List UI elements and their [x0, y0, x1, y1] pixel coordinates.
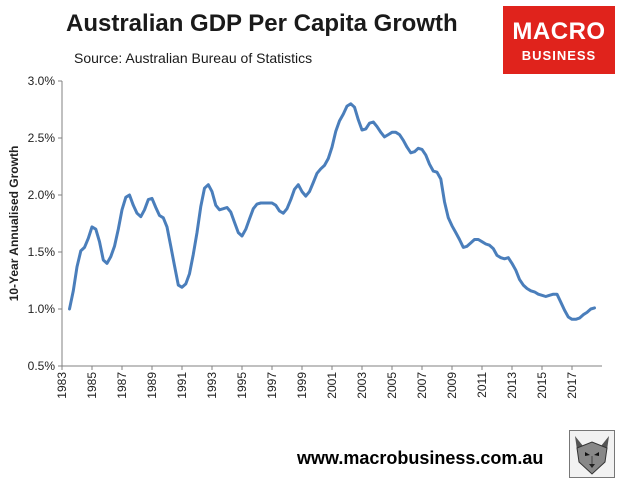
x-tick-label: 2003 — [355, 372, 369, 399]
x-tick-label: 2005 — [385, 372, 399, 399]
x-tick-label: 1985 — [85, 372, 99, 399]
wolf-logo-icon — [569, 430, 615, 478]
x-tick-label: 1997 — [265, 372, 279, 399]
x-tick-label: 1991 — [175, 372, 189, 399]
logo-line-2: BUSINESS — [521, 48, 597, 63]
y-tick-label: 2.5% — [28, 131, 56, 145]
x-tick-label: 1999 — [295, 372, 309, 399]
x-tick-label: 2013 — [505, 372, 519, 399]
x-tick-label: 2009 — [445, 372, 459, 399]
y-axis-title: 10-Year Annualised Growth — [7, 146, 21, 302]
x-tick-label: 1983 — [55, 372, 69, 399]
x-tick-label: 2011 — [475, 372, 489, 398]
website-link[interactable]: www.macrobusiness.com.au — [297, 448, 544, 468]
logo-line-1: MACRO — [512, 18, 606, 45]
x-tick-label: 2015 — [535, 372, 549, 399]
x-tick-label: 2017 — [565, 372, 579, 399]
x-tick-label: 1987 — [115, 372, 129, 399]
chart-subtitle: Source: Australian Bureau of Statistics — [74, 50, 313, 66]
x-tick-label: 2001 — [325, 372, 339, 399]
chart-title: Australian GDP Per Capita Growth — [66, 10, 458, 37]
y-tick-label: 1.0% — [28, 302, 56, 316]
y-tick-label: 3.0% — [28, 74, 56, 88]
x-tick-label: 1989 — [145, 372, 159, 399]
y-tick-label: 0.5% — [28, 359, 56, 373]
x-tick-label: 2007 — [415, 372, 429, 399]
y-tick-label: 2.0% — [28, 188, 56, 202]
x-tick-label: 1993 — [205, 372, 219, 399]
gdp-growth-series-line — [68, 102, 596, 321]
y-tick-label: 1.5% — [28, 245, 56, 259]
x-tick-label: 1995 — [235, 372, 249, 399]
macrobusiness-logo[interactable]: MACRO BUSINESS — [503, 6, 615, 74]
